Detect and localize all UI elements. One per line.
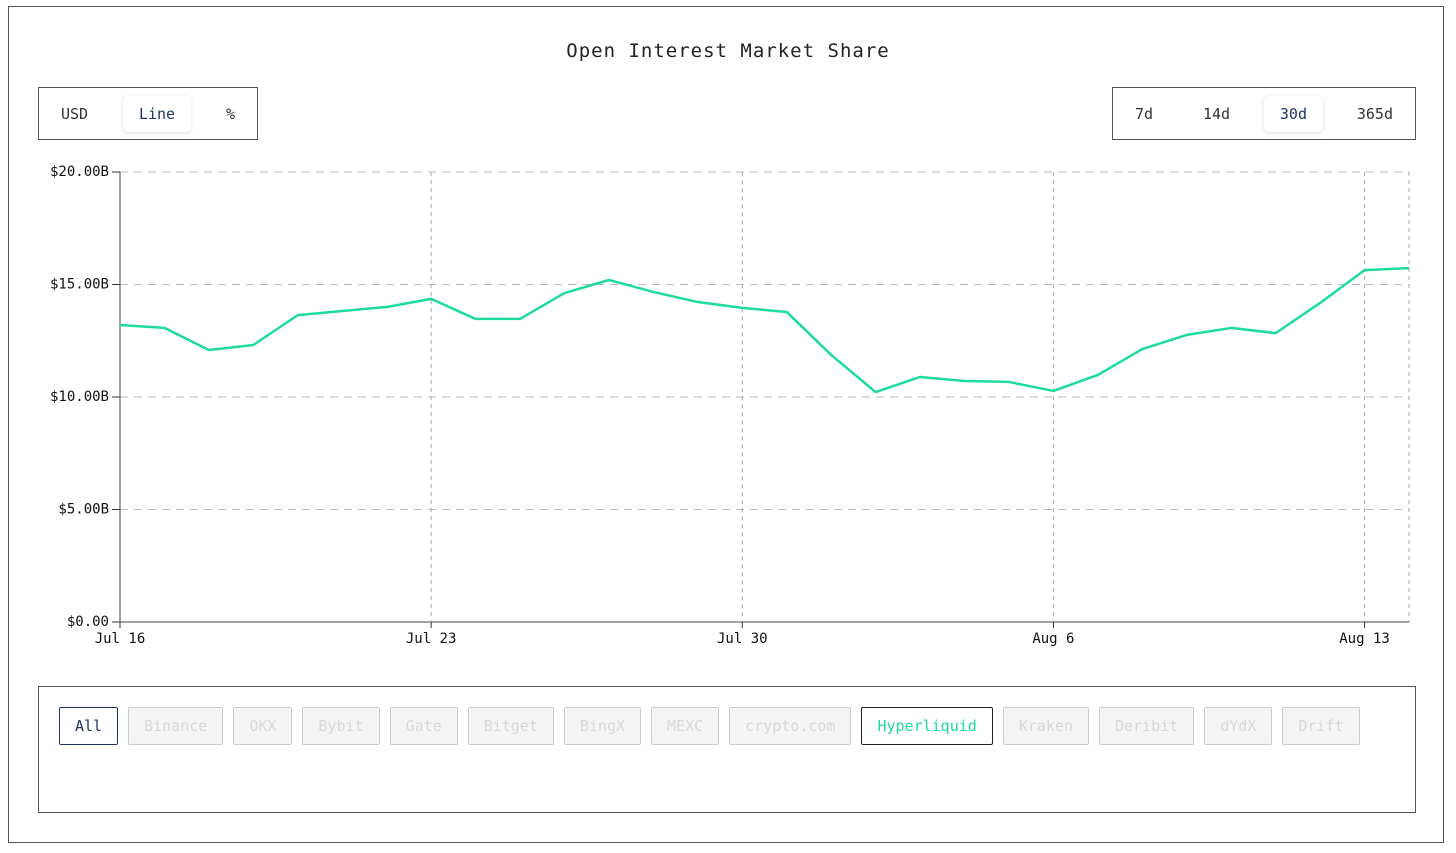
toggle-button[interactable]: USD — [61, 104, 89, 123]
toggle-button[interactable]: 30d — [1264, 96, 1323, 132]
exchange-filters: All Binance OKX Bybit Gate Bitget BingX MEXC cry… — [38, 686, 1416, 813]
toggle-button[interactable]: 14d — [1202, 104, 1231, 123]
toggle-button[interactable]: BingX — [563, 707, 642, 745]
toggle-button[interactable]: % — [225, 104, 235, 123]
x-tick-label: Jul 23 — [406, 631, 457, 647]
toggle-button[interactable]: crypto.com — [729, 707, 852, 745]
toggle-button[interactable]: 7d — [1135, 104, 1154, 123]
y-tick-label: $5.00B — [58, 502, 109, 518]
toggle-button[interactable]: Gate — [389, 707, 458, 745]
toggle-button[interactable]: Hyperliquid — [861, 707, 993, 745]
data-line — [119, 266, 1410, 394]
y-tick-label: $0.00 — [67, 614, 109, 630]
toggle-button[interactable]: Bybit — [302, 707, 380, 745]
y-tick-label: $20.00B — [50, 164, 109, 180]
toggle-button[interactable]: OKX — [233, 707, 293, 745]
x-tick-label: Aug 6 — [1032, 631, 1074, 647]
x-tick-label: Jul 30 — [717, 631, 768, 647]
toggle-button[interactable]: Bitget — [467, 707, 554, 745]
toggle-button[interactable]: MEXC — [651, 707, 720, 745]
x-tick-label: Jul 16 — [95, 631, 146, 647]
y-tick-label: $15.00B — [50, 277, 109, 293]
toggle-button[interactable]: All — [59, 707, 119, 745]
toggle-button[interactable]: Deribit — [1099, 707, 1195, 745]
toggle-button[interactable]: 365d — [1356, 104, 1393, 123]
toggle-button[interactable]: Binance — [128, 707, 224, 745]
toggle-button[interactable]: Kraken — [1002, 707, 1089, 745]
y-tick-label: $10.00B — [50, 389, 109, 405]
range-toggle: 7d 14d 30d 365d — [1112, 87, 1416, 140]
x-tick-label: Aug 13 — [1339, 631, 1390, 647]
mode-toggle: USD Line% — [38, 87, 258, 140]
panel — [8, 6, 1444, 843]
chart: $0.00 $5.00B $10.00B $15.00B $20.00B Jul 16 Ju… — [50, 164, 1410, 647]
chart-title: Open Interest Market Share — [566, 40, 890, 62]
toggle-button[interactable]: dYdX — [1204, 707, 1273, 745]
toggle-button[interactable]: Line — [123, 96, 191, 132]
toggle-button[interactable]: Drift — [1282, 707, 1360, 745]
